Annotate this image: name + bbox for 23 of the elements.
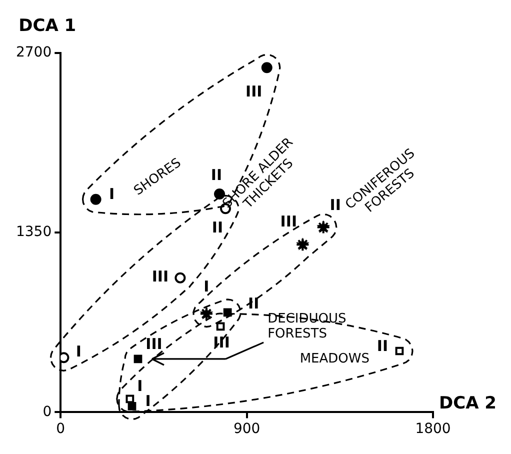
annotation: II	[376, 336, 388, 355]
x-tick-label: 1800	[415, 421, 451, 438]
annotation: III	[213, 333, 230, 352]
annotation: I	[76, 342, 82, 361]
text: MEADOWS	[300, 351, 370, 366]
annotation: I	[204, 278, 210, 296]
annotation: I	[137, 376, 143, 395]
annotation: II	[210, 166, 222, 184]
y-tick-label: 0	[42, 404, 52, 420]
y-tick-label: 2700	[16, 44, 52, 61]
x-axis-title: DCA 2	[439, 394, 496, 414]
x-tick-label: 900	[233, 421, 260, 438]
annotation: II	[330, 196, 341, 214]
annotation: I	[145, 392, 151, 410]
annotation: III	[246, 82, 262, 101]
annotation: III	[280, 212, 298, 230]
annotation: I	[109, 185, 115, 204]
y-axis-title: DCA 1	[18, 16, 76, 36]
y-tick-label: 1350	[16, 224, 52, 240]
x-tick-label: 0	[56, 421, 66, 438]
annotation: III	[146, 334, 162, 353]
annotation: II	[212, 218, 224, 237]
annotation: III	[152, 268, 169, 286]
